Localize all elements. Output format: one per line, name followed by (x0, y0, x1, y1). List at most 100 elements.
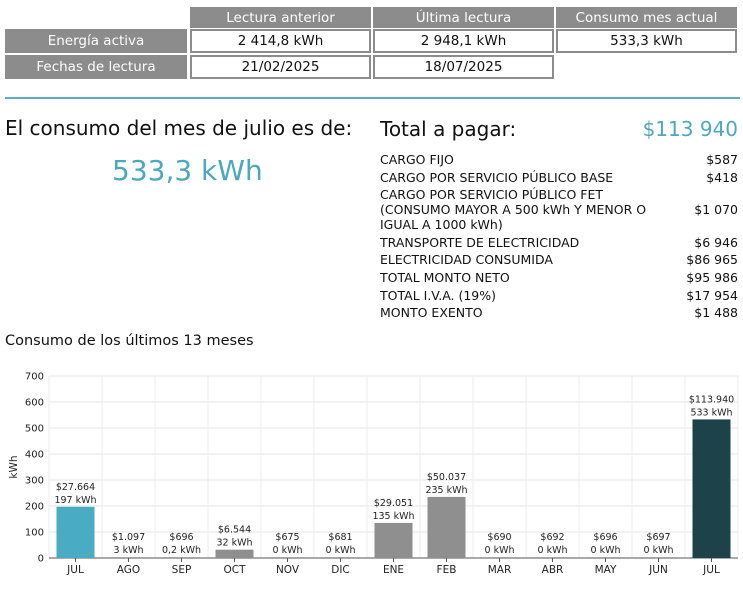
bar-kwh-label: 0 kWh (485, 545, 515, 556)
total-to-pay-value: $113 940 (642, 117, 738, 141)
bar-amount-label: $50.037 (427, 472, 466, 483)
bar-kwh-label: 0 kWh (326, 545, 356, 556)
x-tick-label: SEP (172, 564, 192, 576)
header-previous-reading: Lectura anterior (190, 7, 371, 28)
bar-kwh-label: 0 kWh (644, 545, 674, 556)
bar-kwh-label: 0 kWh (538, 545, 568, 556)
charge-row: MONTO EXENTO $1 488 (380, 305, 738, 320)
bar (321, 557, 360, 558)
y-tick-label: 700 (25, 372, 44, 383)
y-tick-label: 300 (25, 476, 44, 487)
x-tick-label: OCT (223, 564, 246, 576)
consumption-value: 533,3 kWh (112, 154, 263, 187)
x-tick-label: ENE (383, 564, 404, 576)
charges-list: CARGO FIJO $587 CARGO POR SERVICIO PÚBLICO… (380, 152, 738, 323)
y-tick-label: 500 (25, 424, 44, 435)
bar-amount-label: $697 (646, 532, 670, 543)
charge-description: TRANSPORTE DE ELECTRICIDAD (380, 234, 580, 250)
charge-description: MONTO EXENTO (380, 305, 483, 321)
bar (639, 557, 678, 558)
bar-amount-label: $696 (593, 532, 617, 543)
charge-amount: $17 954 (686, 287, 738, 303)
x-tick-label: MAY (595, 564, 617, 576)
bar-amount-label: $1.097 (112, 532, 145, 543)
header-current-consumption: Consumo mes actual (556, 7, 737, 28)
charge-row: ELECTRICIDAD CONSUMIDA $86 965 (380, 252, 738, 267)
bar-amount-label: $675 (275, 532, 299, 543)
charge-amount: $86 965 (686, 252, 738, 268)
total-to-pay-label: Total a pagar: (380, 117, 517, 141)
bar-kwh-label: 197 kWh (54, 495, 96, 506)
charge-row: TOTAL MONTO NETO $95 986 (380, 270, 738, 285)
x-tick-label: JUL (66, 564, 84, 576)
bar (692, 419, 731, 558)
bar (533, 557, 572, 558)
charge-description: CARGO POR SERVICIO PÚBLICO BASE (380, 169, 614, 185)
bar (374, 522, 413, 558)
bar (427, 496, 466, 558)
row-label-reading-dates: Fechas de lectura (5, 55, 187, 79)
bar-kwh-label: 0 kWh (273, 545, 303, 556)
chart-title: Consumo de los últimos 13 meses (5, 333, 254, 349)
active-energy-previous: 2 414,8 kWh (190, 29, 371, 53)
bar (56, 506, 95, 558)
charge-amount: $1 070 (694, 202, 738, 218)
charge-description: ELECTRICIDAD CONSUMIDA (380, 252, 553, 268)
charge-row: TRANSPORTE DE ELECTRICIDAD $6 946 (380, 235, 738, 250)
bar-amount-label: $113.940 (689, 394, 734, 405)
charge-amount: $1 488 (694, 305, 738, 321)
bar-kwh-label: 135 kWh (372, 511, 414, 522)
y-tick-label: 0 (38, 554, 44, 565)
charge-description: TOTAL MONTO NETO (380, 269, 510, 285)
bar (586, 557, 625, 558)
row-label-active-energy: Energía activa (5, 29, 187, 53)
charge-amount: $418 (706, 169, 738, 185)
header-latest-reading: Última lectura (373, 7, 554, 28)
bar-kwh-label: 0 kWh (591, 545, 621, 556)
section-divider (5, 97, 740, 99)
active-energy-latest: 2 948,1 kWh (373, 29, 554, 53)
y-tick-label: 200 (25, 502, 44, 513)
bar-kwh-label: 0,2 kWh (162, 545, 201, 556)
charge-row: CARGO POR SERVICIO PÚBLICO FET (CONSUMO … (380, 187, 738, 232)
bar-kwh-label: 235 kWh (425, 485, 467, 496)
x-tick-label: MAR (488, 564, 512, 576)
y-tick-label: 600 (25, 398, 44, 409)
x-tick-label: NOV (276, 564, 300, 576)
charge-description: CARGO POR SERVICIO PÚBLICO FET (CONSUMO … (380, 187, 647, 233)
reading-date-latest: 18/07/2025 (373, 55, 554, 79)
bar-amount-label: $6.544 (218, 525, 251, 536)
x-tick-label: JUN (648, 564, 668, 576)
active-energy-current: 533,3 kWh (556, 29, 737, 53)
x-tick-label: FEB (437, 564, 457, 576)
charge-row: TOTAL I.V.A. (19%) $17 954 (380, 288, 738, 303)
x-tick-label: AGO (117, 564, 140, 576)
charge-amount: $6 946 (694, 234, 738, 250)
bar (162, 557, 201, 558)
bar-amount-label: $692 (540, 532, 564, 543)
bar-amount-label: $29.051 (374, 498, 413, 509)
bar-kwh-label: 32 kWh (216, 538, 252, 549)
bar-kwh-label: 3 kWh (114, 545, 144, 556)
charge-amount: $95 986 (686, 269, 738, 285)
x-tick-label: DIC (331, 564, 350, 576)
bar-amount-label: $27.664 (56, 482, 95, 493)
charge-row: CARGO POR SERVICIO PÚBLICO BASE $418 (380, 170, 738, 185)
bar-amount-label: $696 (169, 532, 193, 543)
bar-amount-label: $681 (328, 532, 352, 543)
y-axis-label: kWh (8, 455, 20, 478)
bar (268, 557, 307, 558)
bar (480, 557, 519, 558)
consumption-bar-chart: 0 100 200 300 400 500 600 700 kWh JUL 197 kWh $27.6… (8, 372, 739, 576)
charge-description: TOTAL I.V.A. (19%) (380, 287, 497, 303)
reading-date-previous: 21/02/2025 (190, 55, 371, 79)
y-tick-label: 400 (25, 450, 44, 461)
x-tick-label: ABR (542, 564, 564, 576)
charge-description: CARGO FIJO (380, 152, 454, 167)
bar-kwh-label: 533 kWh (690, 407, 732, 418)
bar (215, 549, 254, 558)
y-tick-label: 100 (25, 528, 44, 539)
x-tick-label: JUL (702, 564, 720, 576)
consumption-heading: El consumo del mes de julio es de: (5, 116, 353, 140)
bar-amount-label: $690 (487, 532, 511, 543)
